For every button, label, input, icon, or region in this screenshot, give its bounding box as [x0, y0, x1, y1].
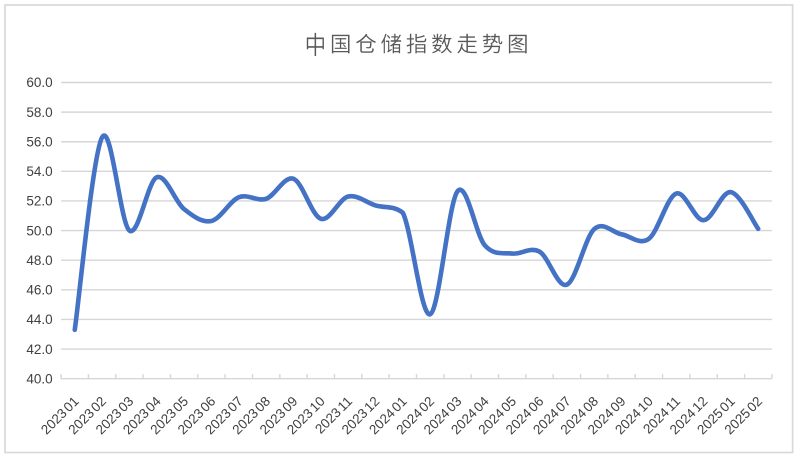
svg-text:46.0: 46.0 [26, 283, 52, 298]
svg-text:52.0: 52.0 [26, 194, 52, 209]
svg-text:54.0: 54.0 [26, 164, 52, 179]
svg-text:56.0: 56.0 [26, 134, 52, 149]
svg-text:50.0: 50.0 [26, 223, 52, 238]
svg-text:40.0: 40.0 [26, 371, 52, 386]
svg-text:60.0: 60.0 [26, 75, 52, 90]
svg-text:58.0: 58.0 [26, 105, 52, 120]
svg-text:48.0: 48.0 [26, 253, 52, 268]
svg-text:44.0: 44.0 [26, 312, 52, 327]
svg-text:42.0: 42.0 [26, 342, 52, 357]
